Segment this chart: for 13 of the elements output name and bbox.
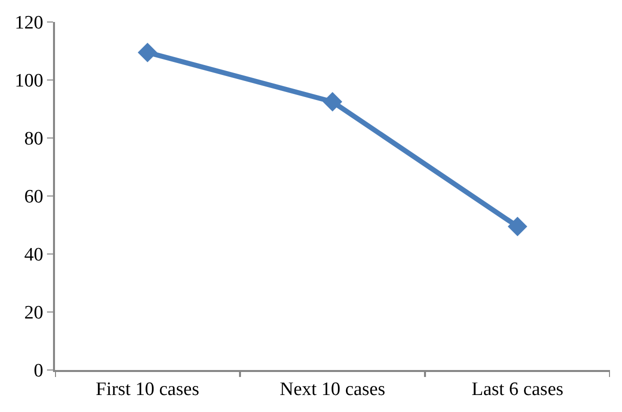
y-tick-label: 120 <box>14 12 44 34</box>
y-tick-label: 40 <box>24 244 44 266</box>
y-tick-label: 60 <box>24 186 44 208</box>
y-tick-label: 80 <box>24 128 44 150</box>
point <box>138 42 158 62</box>
y-tick-label: 20 <box>24 302 44 324</box>
point <box>508 216 528 236</box>
x-tick-label: Next 10 cases <box>280 378 386 400</box>
x-tick-label: Last 6 cases <box>472 378 564 400</box>
x-tick-label: First 10 cases <box>96 378 200 400</box>
y-tick-label: 100 <box>14 70 44 92</box>
point <box>322 92 342 112</box>
y-tick-label: 0 <box>34 360 44 382</box>
